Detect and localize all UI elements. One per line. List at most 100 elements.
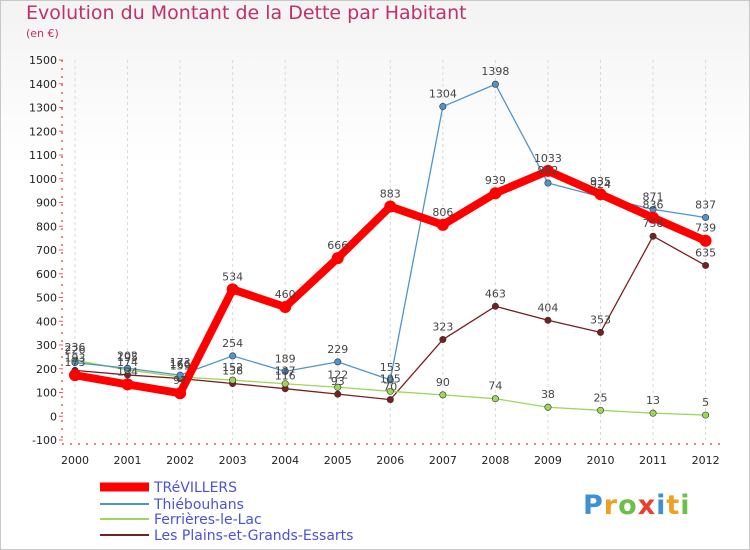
data-point	[386, 376, 394, 384]
y-tick-label: 800	[36, 220, 57, 233]
data-point	[229, 376, 237, 384]
data-point	[491, 395, 499, 403]
data-point	[436, 218, 449, 231]
data-label: 153	[380, 361, 401, 374]
data-point	[71, 359, 79, 367]
data-point	[699, 234, 712, 247]
data-label: 70	[383, 381, 397, 394]
data-label: 982	[537, 164, 558, 177]
data-point	[334, 358, 342, 366]
data-label: 924	[590, 178, 611, 191]
data-label: 97	[173, 374, 187, 387]
data-point	[69, 369, 81, 382]
x-tick-label: 2001	[114, 454, 142, 467]
data-label: 202	[117, 349, 138, 362]
y-tick-label: 1300	[29, 102, 57, 115]
data-point	[334, 390, 342, 398]
legend-label: TRéVILLERS	[153, 480, 237, 496]
data-label: 193	[65, 351, 86, 364]
x-tick-label: 2002	[166, 454, 194, 467]
data-label: 739	[695, 222, 716, 235]
data-label: 353	[590, 313, 611, 326]
data-labels: 1731349753446066688380693910339358367392…	[65, 65, 717, 409]
data-point	[281, 380, 289, 388]
x-tick-label: 2004	[271, 454, 299, 467]
data-label: 173	[170, 356, 191, 369]
data-label: 5	[702, 396, 709, 409]
x-tick-label: 2005	[324, 454, 352, 467]
data-label: 1304	[429, 88, 457, 101]
legend-label: Les Plains-et-Grands-Essarts	[154, 528, 353, 544]
x-tick-label: 2006	[376, 454, 404, 467]
legend-label: Thiébouhans	[153, 497, 244, 513]
data-label: 134	[117, 365, 138, 378]
data-point	[649, 232, 657, 240]
data-point	[541, 164, 554, 177]
data-point	[386, 396, 394, 404]
x-tick-label: 2012	[692, 454, 720, 467]
y-tick-label: 1400	[29, 78, 57, 91]
logo-letter: t	[666, 490, 681, 521]
data-label: 254	[222, 337, 243, 350]
data-label: 837	[695, 198, 716, 211]
data-label: 236	[65, 341, 86, 354]
y-tick-label: -100	[32, 434, 57, 447]
data-point	[279, 301, 292, 313]
data-point	[544, 179, 552, 187]
data-label: 25	[594, 391, 608, 404]
x-tick-label: 2008	[481, 454, 509, 467]
data-label: 166	[170, 358, 191, 371]
data-label: 116	[275, 370, 296, 383]
data-point	[596, 406, 604, 414]
y-tick-label: 1100	[29, 149, 57, 162]
y-tick-label: 300	[36, 339, 57, 352]
y-tick-label: 700	[36, 244, 57, 257]
data-point	[491, 80, 499, 88]
x-tick-label: 2009	[534, 454, 562, 467]
data-point	[439, 336, 447, 344]
data-label: 189	[275, 352, 296, 365]
data-point	[121, 378, 134, 391]
y-tick-label: 200	[36, 363, 57, 376]
logo-letter: P	[583, 490, 604, 521]
data-label: 90	[436, 376, 450, 389]
data-point	[702, 261, 710, 269]
y-tick-label: 0	[50, 410, 57, 423]
data-point	[489, 187, 502, 200]
data-point	[544, 316, 552, 324]
data-label: 666	[327, 239, 348, 252]
data-point	[384, 200, 397, 213]
axes: -100 0 100 200 300 400 500 600 700 800 900 1000 1100…	[29, 54, 722, 467]
x-tick-label: 2011	[639, 454, 667, 467]
y-tick-label: 1500	[29, 54, 57, 67]
y-tick-label: 1200	[29, 125, 57, 138]
data-label: 174	[117, 356, 138, 369]
data-label: 226	[65, 344, 86, 357]
data-label: 152	[222, 361, 243, 374]
y-tick-label: 1000	[29, 173, 57, 186]
data-point	[226, 283, 239, 296]
data-point	[386, 387, 394, 395]
data-point	[439, 103, 447, 111]
data-label: 1398	[481, 65, 509, 78]
legend: TRéVILLERSThiébouhansFerrières-le-LacLes…	[100, 480, 353, 544]
data-label: 323	[432, 321, 453, 334]
chart-title: Evolution du Montant de la Dette par Hab…	[26, 2, 467, 24]
data-point	[702, 411, 710, 419]
data-label: 935	[590, 175, 611, 188]
data-label: 138	[222, 364, 243, 377]
x-tick-label: 2010	[587, 454, 615, 467]
data-label: 534	[222, 270, 243, 283]
data-label: 883	[380, 188, 401, 201]
data-point	[491, 302, 499, 310]
y-tick-label: 100	[36, 387, 57, 400]
chart-subtitle: (en €)	[26, 27, 59, 40]
data-point	[229, 352, 237, 360]
y-tick-label: 400	[36, 315, 57, 328]
data-point	[334, 383, 342, 391]
data-label: 939	[485, 174, 506, 187]
y-tick-label: 900	[36, 197, 57, 210]
data-label: 159	[170, 359, 191, 372]
data-label: 74	[488, 380, 502, 393]
data-point	[124, 364, 132, 372]
